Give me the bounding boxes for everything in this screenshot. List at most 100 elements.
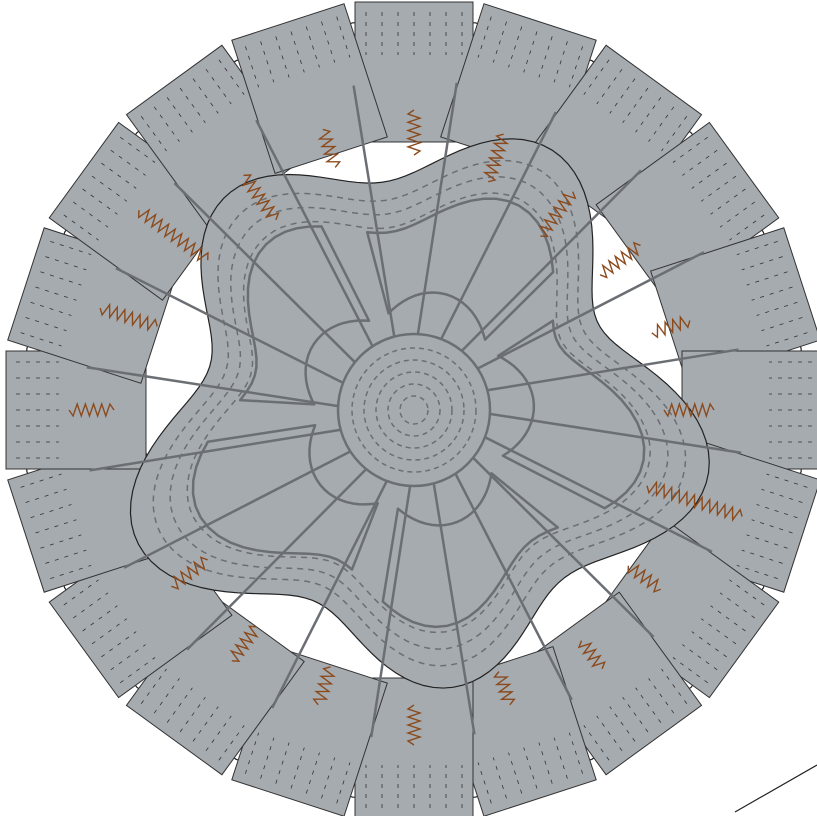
tile-dash	[290, 31, 305, 73]
tile-dash	[25, 488, 67, 503]
tile-dash	[50, 240, 92, 256]
tile-dash	[635, 687, 662, 723]
tile-dash	[45, 549, 87, 564]
spring	[599, 241, 641, 279]
tile-dash	[63, 579, 99, 606]
spring	[627, 563, 661, 593]
spring	[137, 208, 209, 262]
spoke	[86, 365, 340, 408]
hub-ring	[387, 383, 441, 437]
tile-dash	[672, 136, 709, 163]
tile-dash	[321, 21, 336, 63]
tile-dash	[700, 618, 737, 645]
tile-dash	[523, 747, 538, 789]
tile-dash	[568, 46, 584, 88]
tile-dash	[751, 519, 793, 534]
tile-dash	[91, 618, 128, 645]
tile-dash	[648, 678, 675, 714]
tile-dash	[766, 473, 808, 488]
spoke	[453, 472, 573, 701]
tile-dash	[596, 68, 623, 105]
tile-dash	[492, 21, 507, 63]
tile-dash	[45, 256, 87, 271]
tile-dash	[477, 16, 492, 58]
tile-dash	[729, 214, 765, 241]
tile-dash	[25, 317, 67, 332]
spoke	[89, 428, 342, 472]
tile-dash	[336, 16, 351, 58]
tile-dash	[40, 271, 82, 286]
spoke	[186, 467, 368, 651]
hub-ring	[351, 347, 477, 473]
tile-dash	[635, 97, 662, 133]
tile-dash	[140, 668, 167, 705]
tile-dash	[260, 41, 275, 83]
tile-dash	[166, 687, 193, 723]
tile-dash	[20, 473, 62, 488]
tile-dash	[609, 78, 636, 114]
tile-dash	[672, 657, 709, 684]
tile-dash	[710, 605, 746, 632]
tile-dash	[583, 725, 610, 761]
spoke	[483, 435, 713, 553]
tile-dash	[761, 317, 803, 332]
tile-dash	[477, 762, 492, 804]
tile-dash	[661, 115, 688, 152]
tile-dash	[568, 732, 584, 774]
tile-dash	[609, 706, 636, 742]
tile	[231, 3, 388, 174]
spring	[229, 625, 259, 663]
spoke	[115, 267, 345, 385]
spoke	[488, 412, 742, 455]
tile-dash	[508, 26, 523, 68]
spring	[68, 401, 115, 419]
blob-dash	[169, 176, 669, 650]
tile-dash	[321, 757, 336, 799]
tile-dash	[736, 564, 778, 580]
tile-dash	[661, 668, 688, 705]
tile-dash	[305, 26, 320, 68]
spring	[99, 302, 158, 332]
tile-dash	[751, 286, 793, 301]
tile-dash	[622, 696, 649, 733]
tile-dash	[63, 214, 99, 241]
tile-dash	[622, 87, 649, 124]
blob-dash	[152, 159, 687, 667]
tile-dash	[244, 732, 260, 774]
tile	[5, 350, 147, 470]
tile-dash	[82, 188, 118, 215]
tile-dash	[192, 78, 219, 114]
tile	[7, 436, 178, 593]
tile-dash	[746, 271, 788, 286]
tile-dash	[538, 742, 553, 784]
tile-dash	[756, 301, 798, 316]
tile-dash	[153, 678, 180, 714]
spring	[312, 666, 336, 706]
tile-dash	[179, 696, 206, 733]
tile-dash	[30, 504, 72, 519]
spoke	[471, 456, 655, 638]
spoke	[123, 449, 352, 569]
tile-dash	[492, 757, 507, 799]
tile	[595, 121, 780, 301]
tile-dash	[305, 752, 320, 794]
tile-dash	[101, 631, 137, 658]
tile-dash	[741, 256, 783, 271]
tile-dash	[756, 504, 798, 519]
tile-dash	[40, 534, 82, 549]
tile-dash	[153, 106, 180, 142]
tile-dash	[119, 657, 156, 684]
spoke	[432, 482, 476, 735]
spring	[171, 556, 208, 590]
tile-dash	[82, 605, 118, 632]
tile-dash	[523, 31, 538, 73]
tile-dash	[508, 752, 523, 794]
spoke	[255, 119, 375, 348]
tile-dash	[766, 332, 808, 347]
tile-dash	[700, 175, 737, 202]
tile-dash	[72, 201, 109, 228]
spring	[663, 401, 715, 419]
tile-dash	[35, 286, 77, 301]
